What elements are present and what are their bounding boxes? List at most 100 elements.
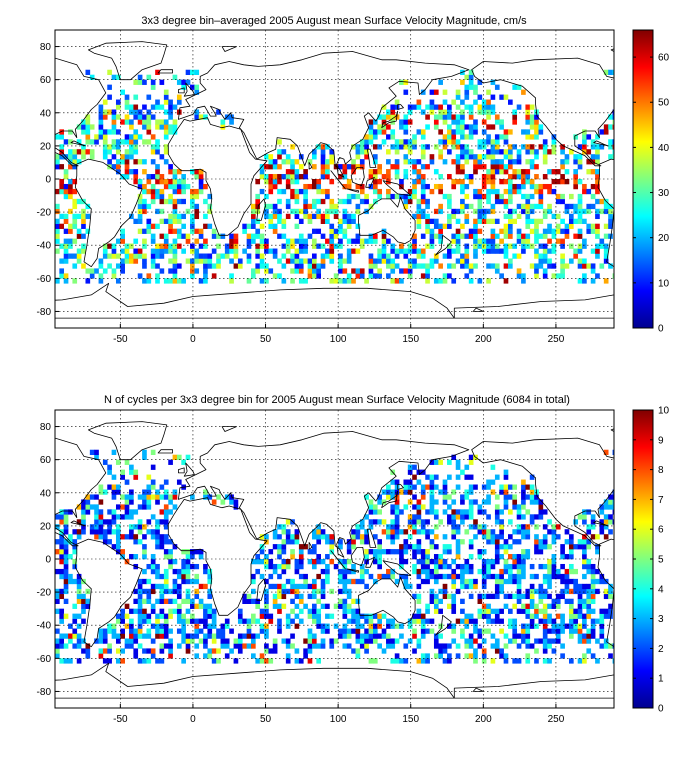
heatmap-cell (468, 653, 474, 659)
heatmap-cell (468, 233, 474, 239)
heatmap-cell (129, 258, 134, 264)
heatmap-cell (303, 258, 308, 264)
heatmap-cell (316, 243, 322, 249)
heatmap-cell (521, 514, 526, 520)
heatmap-cell (346, 618, 352, 624)
heatmap-cell (185, 568, 191, 575)
heatmap-cell (359, 149, 365, 155)
heatmap-cell (486, 238, 491, 244)
heatmap-cell (246, 253, 252, 259)
heatmap-cell (133, 238, 139, 244)
heatmap-cell (168, 613, 173, 619)
heatmap-cell (63, 559, 69, 565)
heatmap-cell (63, 509, 69, 515)
heatmap-cell (194, 89, 200, 95)
heatmap-cell (503, 94, 509, 100)
heatmap-cell (181, 213, 186, 220)
heatmap-cell (433, 278, 439, 284)
heatmap-cell (468, 149, 474, 155)
heatmap-cell (155, 253, 160, 259)
heatmap-cell (595, 169, 600, 175)
heatmap-cell (403, 253, 409, 259)
heatmap-cell (185, 69, 191, 75)
heatmap-cell (494, 648, 500, 654)
heatmap-cell (534, 608, 539, 614)
heatmap-cell (338, 578, 343, 585)
heatmap-cell (525, 524, 531, 530)
land-outline (453, 294, 614, 319)
heatmap-cell (582, 583, 587, 590)
heatmap-cell (525, 658, 531, 664)
heatmap-cell (281, 539, 287, 545)
heatmap-cell (407, 104, 413, 110)
heatmap-cell (486, 529, 491, 535)
heatmap-cell (608, 69, 613, 75)
heatmap-cell (63, 218, 69, 224)
heatmap-cell (133, 174, 139, 180)
heatmap-cell (473, 89, 478, 95)
heatmap-cell (521, 529, 526, 535)
heatmap-cell (372, 169, 378, 175)
heatmap-cell (447, 218, 452, 224)
heatmap-cell (242, 618, 247, 624)
heatmap-cell (394, 519, 400, 525)
heatmap-cell (425, 263, 430, 269)
heatmap-cell (416, 479, 422, 485)
heatmap-cell (203, 633, 208, 639)
heatmap-cell (102, 248, 108, 254)
heatmap-cell (603, 588, 609, 595)
heatmap-cell (512, 494, 518, 500)
heatmap-cell (577, 248, 583, 254)
heatmap-cell (403, 139, 409, 145)
heatmap-cell (124, 114, 130, 120)
heatmap-cell (608, 218, 613, 224)
heatmap-cell (351, 248, 356, 254)
heatmap-cell (403, 578, 409, 585)
heatmap-cell (163, 509, 169, 515)
heatmap-cell (503, 549, 509, 555)
heatmap-cell (403, 549, 409, 555)
heatmap-cell (272, 159, 278, 165)
heatmap-cell (364, 613, 369, 619)
heatmap-cell (442, 549, 448, 555)
heatmap-cell (416, 559, 422, 565)
heatmap-cell (403, 198, 409, 205)
heatmap-cell (55, 653, 60, 659)
heatmap-cell (586, 159, 592, 165)
heatmap-cell (146, 114, 152, 120)
heatmap-cell (399, 183, 404, 190)
heatmap-cell (137, 218, 143, 224)
heatmap-cell (76, 228, 82, 234)
heatmap-cell (233, 643, 239, 649)
heatmap-cell (59, 183, 65, 190)
heatmap-cell (129, 618, 134, 624)
heatmap-cell (342, 258, 348, 264)
heatmap-cell (298, 258, 304, 264)
heatmap-cell (568, 563, 574, 570)
heatmap-cell (529, 124, 535, 130)
heatmap-cell (390, 134, 396, 140)
heatmap-cell (163, 238, 169, 244)
heatmap-cell (599, 529, 605, 535)
heatmap-cell (420, 198, 426, 205)
heatmap-cell (359, 139, 365, 145)
heatmap-cell (198, 583, 204, 590)
heatmap-cell (468, 179, 474, 185)
heatmap-cell (503, 263, 509, 269)
heatmap-cell (399, 563, 404, 570)
heatmap-cell (460, 99, 465, 105)
heatmap-cell (494, 618, 500, 624)
heatmap-cell (168, 598, 173, 604)
heatmap-cell (468, 568, 474, 575)
heatmap-cell (608, 139, 613, 145)
heatmap-cell (508, 198, 513, 205)
y-tick-label: -40 (37, 621, 52, 632)
heatmap-cell (525, 144, 531, 150)
heatmap-cell (538, 144, 544, 150)
heatmap-cell (163, 233, 169, 239)
land-outline (472, 307, 484, 312)
heatmap-cell (494, 514, 500, 520)
heatmap-cell (425, 228, 430, 234)
x-tick-label: 200 (475, 334, 492, 345)
heatmap-cell (63, 544, 69, 550)
